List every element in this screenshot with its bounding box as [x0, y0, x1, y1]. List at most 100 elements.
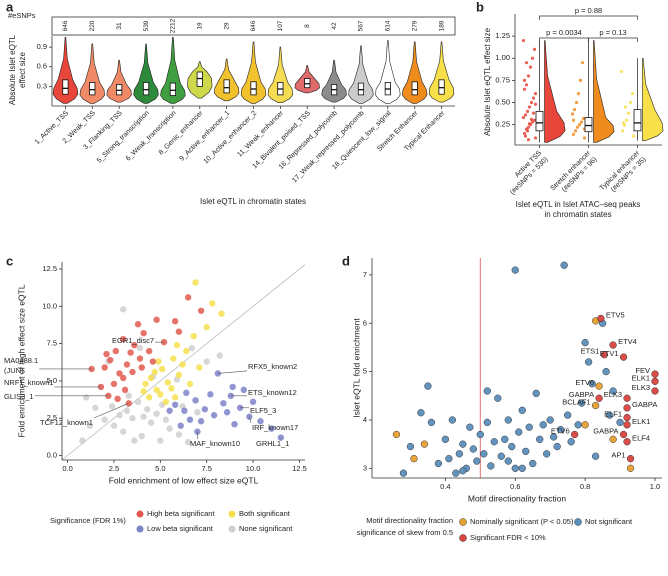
y-axis-title: Fold enrichment of high effect size eQTL — [16, 284, 26, 437]
point — [508, 442, 516, 451]
point — [575, 125, 580, 129]
point — [229, 383, 236, 391]
point — [173, 341, 181, 349]
violin — [428, 41, 455, 103]
violin — [321, 59, 347, 103]
annotation: MA0488.1 (JUN) — [4, 356, 38, 375]
point — [651, 387, 659, 395]
legend-label: High beta significant — [147, 509, 215, 518]
point — [129, 415, 136, 422]
point — [392, 430, 401, 439]
point — [531, 111, 536, 115]
point — [623, 438, 631, 446]
point — [620, 129, 625, 133]
point — [105, 392, 112, 400]
point — [522, 87, 527, 91]
box — [304, 78, 311, 89]
annotation: ELK1 — [632, 373, 650, 382]
box — [89, 82, 96, 96]
point — [536, 435, 544, 443]
point — [525, 129, 530, 133]
point — [134, 398, 142, 406]
legend-label: Low beta significant — [147, 524, 214, 533]
point — [190, 332, 197, 340]
point — [609, 341, 617, 349]
count: 31 — [116, 22, 123, 30]
point — [420, 440, 429, 448]
box — [535, 110, 544, 132]
point — [546, 416, 554, 424]
point — [651, 370, 659, 378]
point — [623, 105, 628, 109]
annotation-line: GRHL1_1 — [256, 439, 289, 448]
x-axis-title: Motif directionality fraction — [468, 493, 567, 503]
x-tick-label: 5_Strong_transcription — [96, 110, 151, 165]
point — [220, 400, 227, 407]
point — [196, 364, 203, 371]
point — [231, 420, 238, 428]
point — [581, 116, 586, 121]
point — [521, 38, 526, 43]
x-tick-label: 2.5 — [109, 464, 119, 473]
point — [145, 347, 153, 355]
point — [131, 341, 138, 349]
point — [147, 419, 155, 426]
annotation: ELF5_3 — [250, 406, 276, 415]
point — [483, 418, 491, 427]
point — [203, 358, 210, 365]
point — [459, 467, 467, 475]
point — [175, 371, 183, 379]
x-tick-label: 5.0 — [155, 464, 165, 473]
point — [631, 134, 636, 138]
box — [142, 82, 150, 96]
point — [131, 437, 138, 444]
point — [595, 394, 603, 402]
point — [533, 102, 538, 106]
point — [147, 374, 155, 382]
panel-label: a — [6, 0, 14, 14]
point — [164, 379, 171, 386]
y-axis-title-line: Absolute Islet eQTL — [8, 34, 17, 105]
violin — [401, 41, 428, 104]
annotation: ETV5 — [606, 310, 625, 319]
violin — [375, 40, 401, 104]
violin — [133, 43, 159, 104]
point — [567, 438, 575, 446]
bracket — [539, 37, 589, 42]
point — [153, 316, 160, 323]
box — [169, 82, 176, 96]
point — [116, 370, 123, 377]
point — [531, 96, 536, 100]
y-tick-label: 7.5 — [47, 339, 57, 348]
y-tick-label: 0.0 — [47, 451, 57, 460]
annotation: ELK1 — [632, 417, 650, 426]
point — [192, 397, 199, 404]
point — [197, 418, 205, 425]
point — [623, 404, 631, 412]
point — [123, 361, 131, 368]
violin — [240, 41, 267, 104]
point — [584, 358, 593, 366]
x-tick-label: Active TSS(#eSNPs = 530) — [503, 149, 550, 196]
point — [249, 398, 257, 406]
x-tick-label: 10_Active_enhancer_2 — [203, 110, 259, 166]
annotation: GLIS3_1 — [4, 392, 34, 401]
box — [411, 81, 418, 96]
point — [628, 100, 633, 105]
point — [151, 368, 158, 376]
point — [210, 412, 218, 419]
legend-swatch — [228, 510, 236, 518]
point — [92, 404, 99, 411]
annotation: ELK3 — [632, 383, 650, 392]
annotation: GABPA — [593, 426, 618, 435]
annotation-line: IRF_known17 — [252, 423, 298, 432]
point — [572, 107, 577, 112]
point — [452, 469, 460, 477]
violin — [106, 59, 132, 103]
point — [532, 47, 537, 52]
count-label: #eSNPs — [8, 11, 36, 20]
point — [110, 380, 118, 388]
point — [532, 389, 540, 398]
violin — [348, 45, 374, 104]
point — [97, 383, 105, 391]
